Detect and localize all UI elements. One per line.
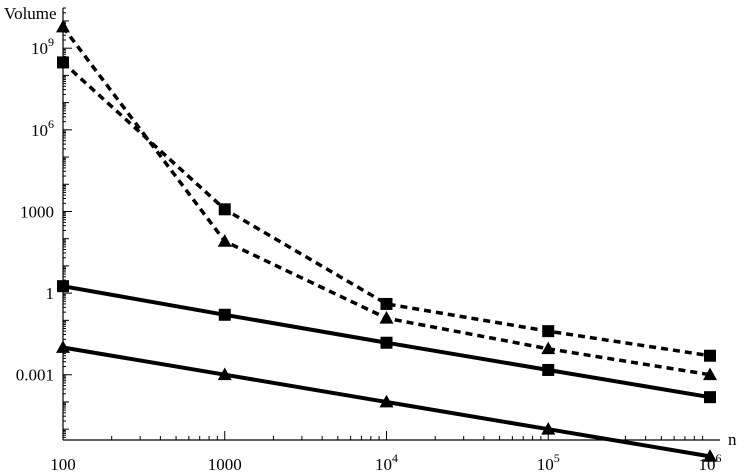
data-point-triangle xyxy=(703,367,717,381)
data-point-square xyxy=(57,280,69,293)
data-point-square xyxy=(380,336,393,349)
data-point-triangle xyxy=(541,421,556,435)
data-point-triangle xyxy=(703,449,717,462)
y-tick-label: 1000 xyxy=(20,202,54,221)
data-point-triangle xyxy=(56,340,70,353)
data-point-square xyxy=(542,325,555,338)
y-tick-label: 109 xyxy=(31,35,54,58)
x-axis-label: n xyxy=(728,430,737,449)
y-tick-label: 0.001 xyxy=(16,366,54,385)
data-point-triangle xyxy=(56,19,70,33)
data-point-triangle xyxy=(379,394,394,408)
series-dashed-square xyxy=(57,56,716,362)
series-dashed-triangle xyxy=(56,19,717,381)
x-tick-label: 100 xyxy=(50,455,76,474)
y-tick-label: 1 xyxy=(46,284,55,303)
series-layer xyxy=(56,19,717,462)
axes xyxy=(62,8,720,441)
data-point-square xyxy=(542,363,555,376)
data-point-square xyxy=(57,56,69,69)
data-point-triangle xyxy=(217,367,232,381)
series-solid-square xyxy=(57,280,716,404)
data-point-square xyxy=(218,203,231,216)
x-tick-label: 104 xyxy=(375,451,398,474)
data-point-square xyxy=(380,297,393,310)
data-point-square xyxy=(218,308,231,321)
x-tick-label: 1000 xyxy=(208,455,242,474)
data-point-triangle xyxy=(541,341,556,355)
y-axis-label: Volume xyxy=(4,4,57,23)
data-point-square xyxy=(704,391,716,404)
y-tick-label: 106 xyxy=(31,117,54,140)
series-solid-triangle xyxy=(56,340,717,462)
data-point-triangle xyxy=(379,310,394,324)
data-point-square xyxy=(704,349,716,362)
series-line xyxy=(61,61,711,358)
x-tick-label: 105 xyxy=(537,451,560,474)
data-point-triangle xyxy=(217,234,232,247)
